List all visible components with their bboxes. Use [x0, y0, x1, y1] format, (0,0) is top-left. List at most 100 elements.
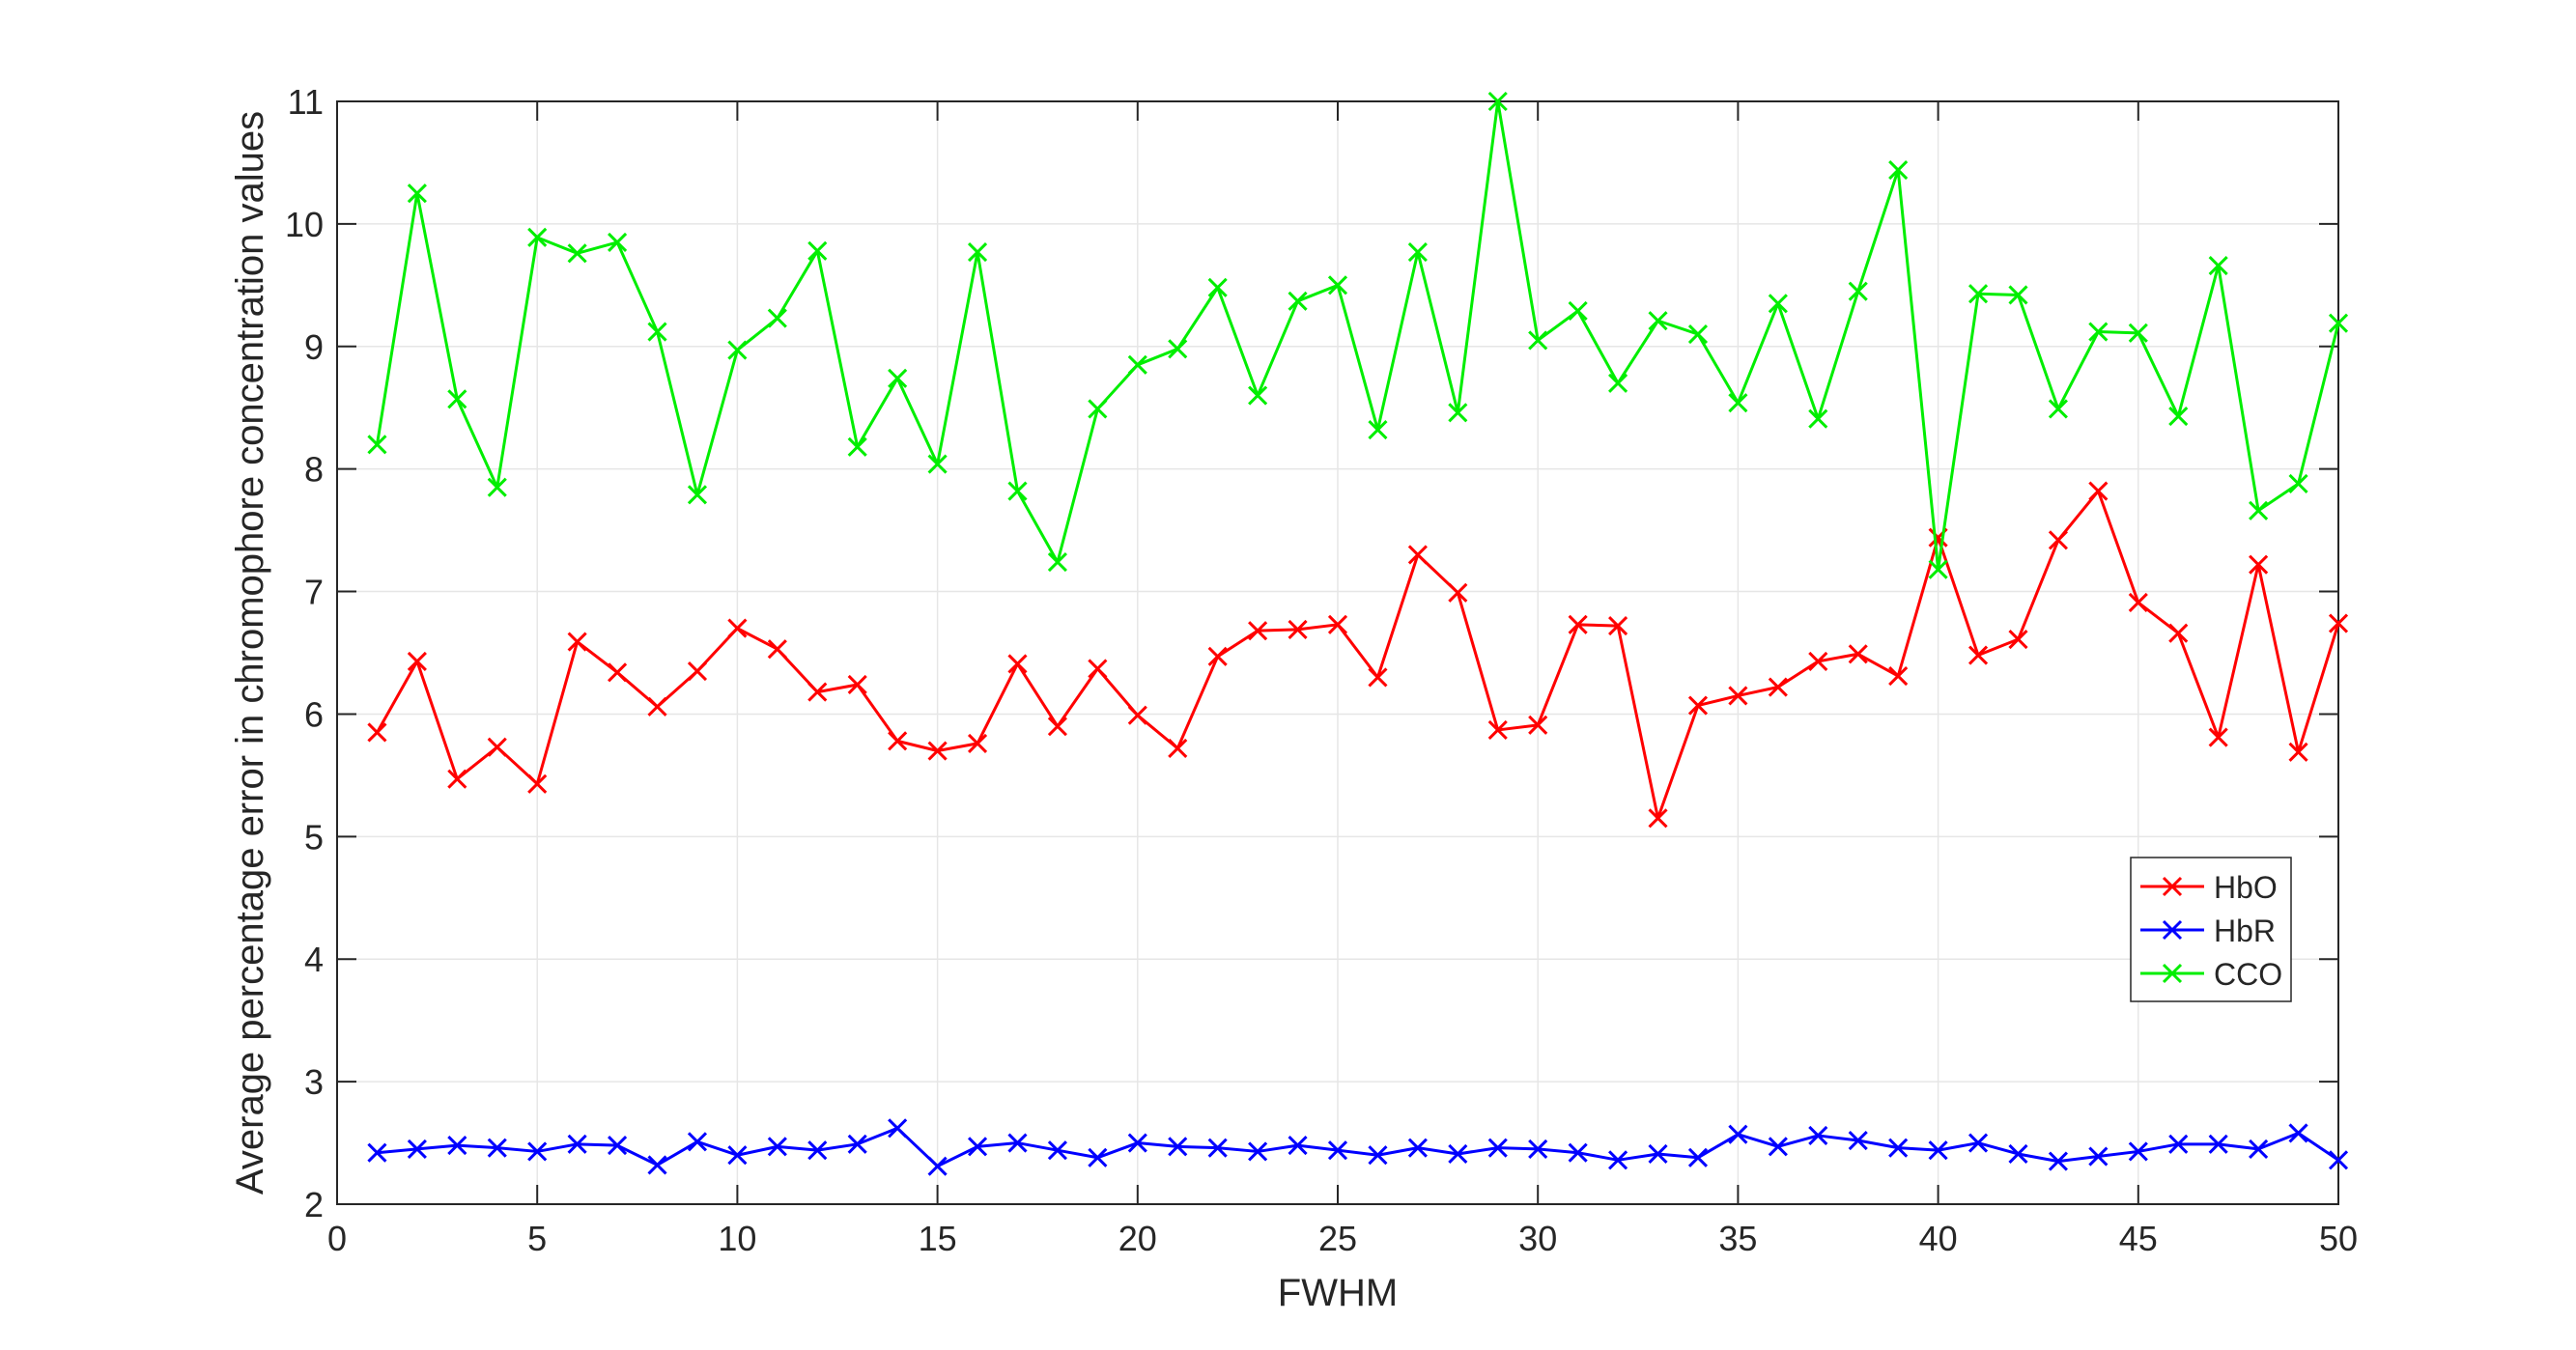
cco-marker [527, 227, 548, 247]
cco-marker [1568, 300, 1588, 322]
cco-marker [1327, 275, 1348, 295]
legend-item-hbr: HbR [2140, 914, 2276, 948]
cco-marker [2008, 285, 2028, 305]
hbo-marker [1368, 667, 1388, 688]
series-hbr [367, 1118, 2349, 1176]
hbo-marker [1768, 677, 1788, 697]
y-tick-label: 10 [285, 205, 324, 244]
hbo-marker [1207, 646, 1228, 666]
hbr-marker [2288, 1123, 2308, 1143]
cco-marker [2249, 500, 2269, 520]
cco-marker [1728, 393, 1748, 413]
legend-label: CCO [2214, 957, 2282, 992]
hbr-marker [967, 1137, 988, 1157]
cco-marker [2088, 322, 2109, 342]
hbo-marker [1288, 619, 1308, 639]
cco-marker [1288, 291, 1308, 311]
hbr-marker [1448, 1143, 1468, 1165]
hbr-marker [2048, 1151, 2068, 1171]
cco-marker [1967, 284, 1989, 304]
cco-marker [1808, 408, 1828, 429]
x-tick-label: 0 [327, 1219, 347, 1258]
cco-marker [647, 322, 667, 342]
legend-marker [2162, 876, 2183, 897]
hbo-marker [1168, 738, 1188, 759]
hbr-marker [807, 1140, 828, 1161]
cco-marker [2048, 399, 2068, 419]
hbr-marker [1808, 1125, 1828, 1146]
x-tick-label: 20 [1118, 1219, 1157, 1258]
cco-marker [1168, 339, 1188, 359]
cco-marker [1768, 294, 1788, 314]
legend-item-hbo: HbO [2140, 870, 2278, 905]
x-tick-label: 40 [1919, 1219, 1958, 1258]
hbo-marker [407, 651, 427, 671]
hbr-marker [1967, 1133, 1989, 1153]
legend-item-cco: CCO [2140, 957, 2282, 992]
hbo-marker [2328, 613, 2349, 633]
hbo-marker [1088, 659, 1108, 679]
hbo-marker [888, 731, 908, 751]
hbr-marker [1207, 1138, 1228, 1158]
hbr-marker [1687, 1147, 1709, 1167]
hbo-marker [927, 741, 948, 761]
cco-marker [2128, 323, 2148, 343]
y-tick-label: 7 [304, 573, 324, 612]
hbo-marker [567, 632, 587, 652]
hbr-marker [687, 1132, 708, 1152]
cco-marker [1848, 281, 1868, 301]
y-tick-label: 4 [304, 940, 324, 979]
hbr-marker [1608, 1150, 1628, 1170]
hbr-marker [447, 1136, 467, 1156]
series-hbo [367, 481, 2349, 829]
cco-marker [888, 368, 908, 388]
hbo-marker [1967, 645, 1989, 665]
y-tick-label: 3 [304, 1062, 324, 1102]
x-tick-label: 25 [1318, 1219, 1357, 1258]
hbo-marker [807, 682, 828, 702]
hbo-marker [447, 769, 467, 789]
hbr-marker [1568, 1142, 1588, 1163]
hbo-marker [1648, 808, 1668, 829]
cco-marker [1368, 420, 1388, 440]
y-axis-label: Average percentage error in chromophore … [229, 111, 271, 1195]
hbo-marker [1568, 614, 1588, 634]
cco-marker [1448, 403, 1468, 423]
cco-marker [727, 340, 748, 360]
hbr-marker [647, 1155, 667, 1175]
cco-marker [608, 232, 628, 252]
hbo-marker [2048, 530, 2068, 550]
legend: HbO HbR CCO [2130, 857, 2292, 1002]
y-tick-label: 2 [304, 1185, 324, 1224]
hbr-marker [2249, 1139, 2269, 1159]
hbr-marker [767, 1137, 787, 1157]
hbr-marker [1088, 1147, 1108, 1167]
hbr-marker [527, 1141, 548, 1162]
y-tick-label: 9 [304, 327, 324, 367]
cco-marker [367, 435, 387, 455]
cco-marker [447, 389, 467, 409]
hbo-marker [367, 722, 387, 743]
x-tick-label: 5 [527, 1219, 547, 1258]
hbr-marker [1368, 1145, 1388, 1166]
hbo-marker [647, 696, 667, 717]
cco-marker [1088, 399, 1108, 419]
hbr-marker [1007, 1133, 1028, 1153]
hbr-line [377, 1126, 2339, 1168]
x-axis-label: FWHM [1278, 1272, 1398, 1314]
x-tick-label: 30 [1518, 1219, 1557, 1258]
hbr-marker [927, 1156, 948, 1176]
legend-label: HbR [2214, 914, 2276, 948]
x-tick-label: 35 [1718, 1219, 1757, 1258]
hbo-marker [2288, 742, 2308, 762]
hbo-marker [487, 737, 507, 757]
hbr-marker [2168, 1134, 2189, 1154]
cco-marker [487, 477, 507, 497]
cco-marker [2328, 313, 2349, 333]
cco-marker [2168, 407, 2189, 427]
hbo-marker [1248, 621, 1268, 641]
x-tick-label: 45 [2119, 1219, 2158, 1258]
hbr-marker [1728, 1124, 1748, 1144]
legend-marker [2162, 963, 2183, 984]
